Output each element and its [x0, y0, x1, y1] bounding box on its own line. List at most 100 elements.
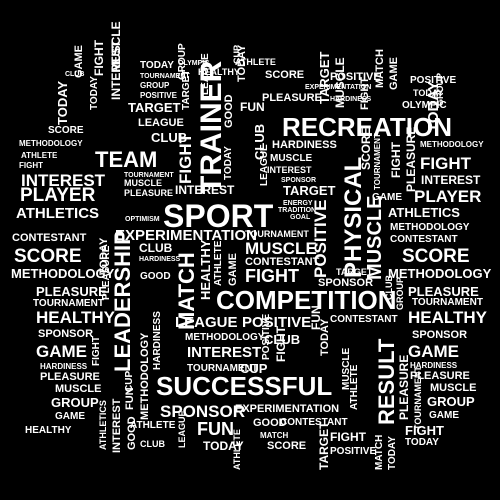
word-club-mid: CLUB	[139, 241, 173, 255]
word-interest-v-bottom: INTEREST	[111, 398, 123, 453]
word-match-v-right: MATCH	[374, 49, 386, 88]
word-muscle-v-top: MUSCLE	[109, 21, 123, 72]
word-pleasure-right-2: PLEASURE	[410, 370, 470, 382]
word-target-v-right: TARGET	[317, 51, 332, 104]
word-experimentation-top: EXPERIMENTATION	[305, 84, 372, 91]
word-score-left: SCORE	[14, 246, 82, 267]
word-game-left: GAME	[36, 342, 87, 361]
word-today-v-top: TODAY	[89, 76, 100, 110]
word-group-right: GROUP	[427, 394, 475, 409]
word-tournament-v-right: TOURNAMENT	[373, 133, 382, 190]
word-sport: SPORT	[163, 198, 274, 234]
word-hardiness-left: HARDINESS	[40, 362, 88, 371]
word-muscle-mid: MUSCLE	[245, 239, 317, 258]
word-athlete-v-mid: ATHLETE	[213, 240, 224, 286]
word-contestant-left: CONTESTANT	[12, 232, 87, 244]
word-today-v-left: TODAY	[55, 80, 70, 125]
word-good-bottom: GOOD	[253, 417, 287, 429]
word-contestant-bottom: CONTESTANT	[280, 417, 348, 428]
word-sponsor-left: SPONSOR	[38, 328, 94, 340]
word-energy-mid: ENERGY	[283, 200, 313, 207]
word-good-mid: GOOD	[140, 271, 171, 282]
word-league-center: LEAGUE	[138, 117, 184, 129]
word-methodology-right-3: METHODOLOGY	[388, 266, 492, 281]
word-league-v-bottom: LEAGUE	[177, 410, 187, 448]
word-tournament-center: TOURNAMENT	[124, 172, 174, 179]
word-olympic-top: OLYMPIC	[402, 100, 447, 111]
word-muscle-center-right: MUSCLE	[270, 153, 313, 164]
word-fun-bottom: FUN	[197, 419, 234, 439]
word-game-right: GAME	[372, 192, 402, 203]
word-interest-left: INTEREST	[21, 171, 106, 190]
word-athlete-bottom: ATHLETE	[130, 420, 176, 431]
word-tournament-mid: TOURNAMENT	[187, 363, 258, 374]
word-positive-right-top: POSITIVE	[410, 75, 457, 86]
word-group-left: GROUP	[51, 395, 99, 410]
word-contestant-right-2: CONTESTANT	[390, 234, 458, 245]
word-club-bottom: CLUB	[140, 439, 165, 449]
word-sponsor-right: SPONSOR	[412, 329, 468, 341]
word-target-center-right: TARGET	[283, 183, 336, 198]
word-methodology-left: METHODOLOGY	[11, 266, 115, 281]
word-pleasure-v-left: PLEASURE	[101, 245, 112, 300]
word-interest-right: INTEREST	[421, 173, 481, 187]
word-methodology-right: METHODOLOGY	[420, 140, 484, 149]
word-target-v-bottom: TARGET	[317, 421, 331, 470]
word-pleasure-left: PLEASURE	[36, 284, 107, 299]
word-game-left-2: GAME	[55, 411, 85, 422]
word-hardiness-mid: HARDINESS	[139, 256, 181, 263]
word-score-top: SCORE	[265, 69, 305, 81]
word-tournament-v-right-2: TOURNAMENT	[413, 366, 423, 430]
word-cup-mid: CUP	[240, 361, 268, 376]
word-interest-center: INTEREST	[175, 183, 235, 197]
word-pleasure-center: PLEASURE	[124, 188, 174, 198]
word-contestant-mid: CONTESTANT	[245, 256, 320, 268]
word-athletics-left: ATHLETICS	[16, 205, 100, 222]
word-interest-mid: INTEREST	[187, 344, 262, 361]
word-group-center-top: GROUP	[140, 81, 170, 90]
word-competition: COMPETITION	[216, 285, 397, 315]
word-league-mid: LEAGUE	[175, 314, 238, 331]
word-healthy-right: HEALTHY	[408, 308, 488, 327]
word-pleasure-v-right: PLEASURE	[404, 126, 418, 192]
word-team: TEAM	[95, 147, 158, 172]
word-today-right-bottom: TODAY	[405, 437, 439, 448]
word-cup-v-left: CUP	[124, 370, 135, 392]
word-goal-mid: GOAL	[290, 214, 311, 221]
word-methodology-v-mid: METHODOLOGY	[139, 332, 151, 420]
word-game-v-right: GAME	[388, 57, 400, 90]
word-pleasure-right: PLEASURE	[408, 284, 479, 299]
word-hardiness-center: HARDINESS	[272, 139, 337, 151]
word-muscle-v-right: MUSCLE	[333, 57, 347, 108]
word-hardiness-right: HARDINESS	[410, 361, 458, 370]
word-pleasure-v-right-2: PLEASURE	[397, 354, 411, 420]
word-sponsor-mid-right: SPONSOR	[318, 277, 374, 289]
word-experimentation-mid: EXPERIMENTATION	[235, 403, 340, 415]
word-group-v-right: GROUP	[395, 276, 405, 310]
word-contestant-right: CONTESTANT	[330, 314, 398, 325]
word-tournament-left: TOURNAMENT	[33, 298, 104, 309]
word-club-top-left: CLUB	[65, 71, 85, 78]
word-sponsor-center-right: SPONSOR	[281, 177, 317, 184]
word-healthy-top: HEALTHY	[198, 67, 240, 77]
word-methodology-top-left: METHODOLOGY	[19, 139, 83, 148]
word-fight-right: FIGHT	[420, 154, 471, 173]
word-muscle-left: MUSCLE	[55, 383, 102, 395]
word-tournament-center-top: TOURNAMENT	[140, 73, 190, 80]
word-positive-mid: POSITIVE	[242, 314, 312, 331]
word-today-v-right-bottom: TODAY	[387, 436, 398, 470]
word-muscle-center: MUSCLE	[124, 178, 162, 188]
word-athletes-top: ATHLETE	[235, 57, 276, 67]
word-fun-top: FUN	[240, 100, 265, 114]
word-positive-top: POSITIVE	[330, 71, 381, 83]
word-athlete-v-bottom: ATHLETE	[232, 429, 242, 470]
word-athlete-top-left: ATHLETE	[21, 151, 58, 160]
word-healthy-v-mid: HEALTHY	[198, 239, 213, 300]
word-athletics-v-bottom: ATHLETICS	[98, 400, 108, 450]
word-healthy-left-2: HEALTHY	[25, 425, 72, 436]
word-olympic-top-center: OLYMPIC	[178, 60, 210, 67]
word-tournament-mid-right: TOURNAMENT	[245, 229, 309, 239]
word-methodology-mid: METHODOLOGY	[185, 332, 265, 343]
word-game-v-mid: GAME	[227, 253, 239, 286]
